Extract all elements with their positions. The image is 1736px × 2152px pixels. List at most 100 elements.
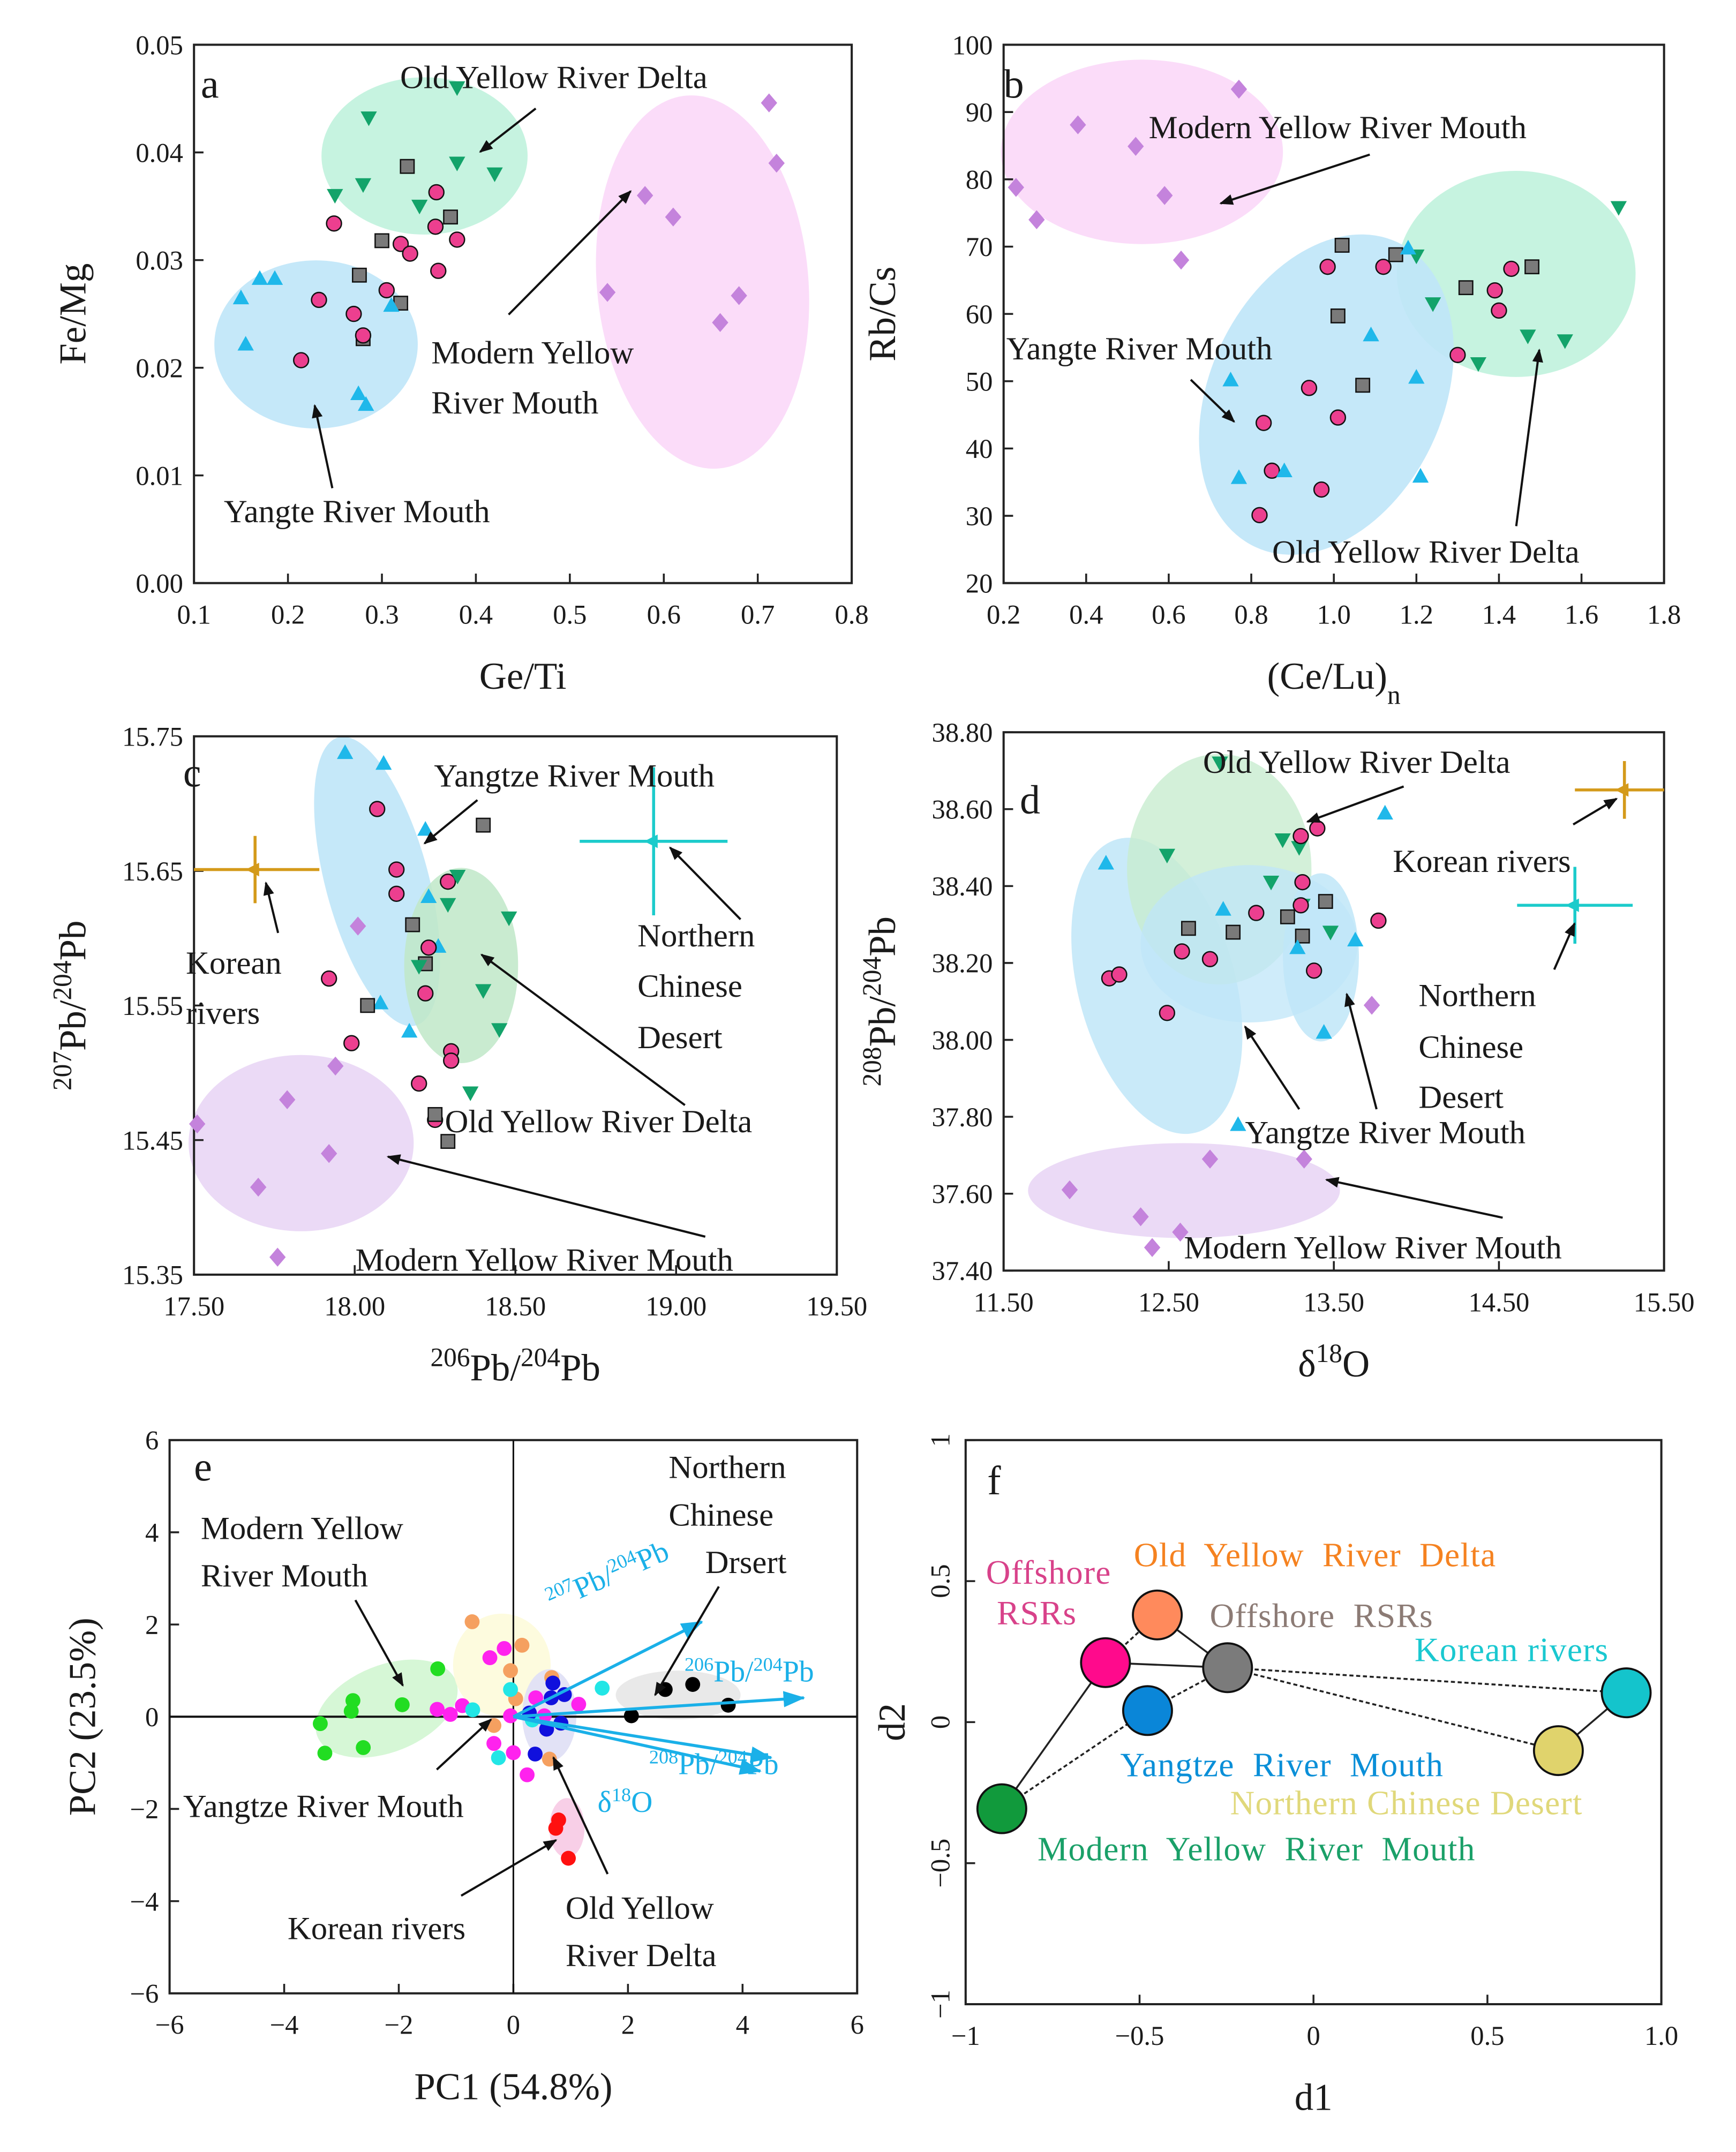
panel-letter-d: d bbox=[1020, 778, 1040, 823]
x-tick-label: 6 bbox=[851, 2010, 864, 2040]
y-tick-label: 30 bbox=[966, 501, 993, 531]
point-offshore-rsrs-square- bbox=[360, 998, 375, 1013]
node-korean bbox=[1600, 1667, 1652, 1719]
node-offshore_pink bbox=[1080, 1637, 1131, 1688]
y-axis-label: Rb/Cs bbox=[862, 266, 904, 361]
point-yangtze-river-mouth bbox=[1222, 372, 1239, 387]
y-axis-label: 207Pb/204Pb bbox=[47, 921, 94, 1091]
x-tick-label: 11.50 bbox=[974, 1287, 1034, 1317]
point-offshore-rsrs bbox=[497, 1641, 512, 1656]
label-old-2: River Delta bbox=[566, 1938, 717, 1974]
label-old-delta: Old Yellow River Delta bbox=[1272, 535, 1580, 570]
point-yangtze-river-mouth bbox=[337, 744, 354, 759]
point-yangtze-river-mouth bbox=[1363, 326, 1379, 342]
x-tick-label: 0.6 bbox=[647, 600, 681, 630]
point-offshore-rsrs-circle- bbox=[430, 262, 447, 279]
node-ncd bbox=[1532, 1725, 1584, 1777]
y-tick-label: 0.01 bbox=[136, 461, 183, 491]
label-modern: Modern Yellow River Mouth bbox=[1038, 1831, 1476, 1868]
panel-b-axes: 0.2 0.4 0.6 0.8 1.0 1.2 1.4 1.6 1.8 20 30 40 50 60 70 8… bbox=[862, 30, 1681, 709]
point-offshore-rsrs-circle- bbox=[321, 970, 337, 987]
point-offshore-rsrs-square- bbox=[1388, 247, 1403, 262]
y-tick-label: 15.45 bbox=[122, 1125, 183, 1155]
point-offshore-rsrs-circle- bbox=[1159, 1005, 1176, 1021]
point-offshore-rsrs-circle- bbox=[449, 231, 465, 248]
x-tick-label: 19.50 bbox=[806, 1291, 867, 1321]
point-old-yellow-river-delta bbox=[1291, 841, 1307, 856]
y-tick-label: −0.5 bbox=[925, 1839, 955, 1888]
label-ncd-2: Chinese bbox=[668, 1497, 773, 1533]
point-modern-yellow-river-mouth bbox=[269, 1247, 286, 1267]
point-offshore-rsrs-square- bbox=[400, 159, 415, 174]
point-modern-yellow-river-mouth bbox=[317, 1745, 333, 1761]
y-tick-label: 0.05 bbox=[136, 30, 183, 60]
ellipse-modern-d bbox=[1028, 1143, 1340, 1238]
point-offshore-rsrs-circle- bbox=[417, 985, 434, 1002]
y-tick-label: 50 bbox=[966, 366, 993, 396]
node-yangtze bbox=[1122, 1685, 1173, 1736]
arrow bbox=[423, 799, 478, 845]
y-tick-label: 0.02 bbox=[136, 353, 183, 383]
y-tick-label: 15.35 bbox=[122, 1260, 183, 1290]
point-old-yellow-river-delta bbox=[1470, 357, 1487, 372]
label-korean-2: rivers bbox=[186, 996, 260, 1032]
point-offshore-rsrs-blue- bbox=[545, 1675, 561, 1691]
y-tick-label: 0 bbox=[145, 1702, 159, 1732]
x-tick-label: 17.50 bbox=[163, 1291, 224, 1321]
point-modern-yellow-river-mouth bbox=[768, 153, 785, 173]
arrow bbox=[1306, 785, 1404, 823]
x-tick-label: −2 bbox=[385, 2010, 414, 2040]
point-old-yellow-river-delta bbox=[1159, 848, 1176, 864]
label-modern: Modern Yellow River Mouth bbox=[355, 1242, 733, 1278]
arrow bbox=[1553, 922, 1576, 970]
point-yangtze-river-mouth bbox=[350, 385, 367, 401]
x-tick-label: 1.4 bbox=[1482, 600, 1516, 630]
y-tick-label: 60 bbox=[966, 299, 993, 329]
point-offshore-rsrs-circle- bbox=[411, 1075, 427, 1092]
point-northern-chinese-desert bbox=[623, 1708, 639, 1724]
y-tick-label: −1 bbox=[925, 1990, 955, 2019]
arrow bbox=[1244, 1025, 1301, 1110]
label-old-delta: Old Yellow River Delta bbox=[1203, 744, 1510, 780]
point-offshore-rsrs-square- bbox=[351, 267, 367, 283]
point-modern-yellow-river-mouth bbox=[731, 286, 747, 305]
x-tick-label: 0.6 bbox=[1152, 600, 1185, 630]
point-offshore-rsrs-square- bbox=[1330, 308, 1346, 323]
point-offshore-rsrs-square- bbox=[440, 1134, 456, 1149]
point-modern-yellow-river-mouth bbox=[637, 186, 653, 205]
point-northern-chinese-desert bbox=[657, 1682, 673, 1697]
point-yangtze-river-mouth bbox=[420, 888, 437, 903]
point-offshore-rsrs-circle- bbox=[369, 801, 386, 817]
label-modern-1: Modern Yellow bbox=[431, 335, 634, 371]
point-offshore-rsrs-circle- bbox=[1309, 820, 1326, 837]
point-korean-rivers bbox=[561, 1850, 576, 1866]
point-korean-rivers bbox=[245, 862, 259, 877]
loading-arrow bbox=[513, 1715, 773, 1763]
x-axis-label: δ18O bbox=[1298, 1338, 1370, 1385]
point-offshore-rsrs-circle- bbox=[1292, 897, 1309, 914]
point-modern-yellow-river-mouth bbox=[1156, 186, 1173, 205]
point-yangtze-river-mouth bbox=[491, 1750, 506, 1765]
label-modern-2: River Mouth bbox=[431, 385, 598, 421]
y-tick-label: 37.40 bbox=[932, 1256, 993, 1286]
x-axis-label: d1 bbox=[1295, 2077, 1333, 2119]
annotations-f: Offshore RSRs Old Yellow River Delta Off… bbox=[986, 1536, 1608, 1868]
arrow bbox=[1190, 379, 1235, 423]
point-offshore-rsrs-circle- bbox=[343, 1035, 360, 1051]
x-tick-label: −1 bbox=[951, 2021, 980, 2051]
x-tick-label: 18.50 bbox=[485, 1291, 546, 1321]
point-offshore-rsrs-circle- bbox=[292, 352, 310, 368]
point-offshore-rsrs bbox=[520, 1767, 535, 1782]
panel-a-axes: 0.1 0.2 0.3 0.4 0.5 0.6 0.7 0.8 0.00 0.01 0.02 0.03… bbox=[52, 30, 869, 697]
arrow bbox=[479, 107, 537, 153]
arrow bbox=[354, 1599, 404, 1687]
ellipse-modern-a bbox=[596, 95, 809, 469]
y-tick-label: 38.00 bbox=[932, 1025, 993, 1055]
point-offshore-rsrs-circle- bbox=[378, 282, 395, 299]
node-offshore_grey bbox=[1202, 1642, 1253, 1694]
point-old-yellow-river-delta bbox=[1262, 876, 1280, 891]
label-korean: Korean rivers bbox=[1393, 844, 1570, 879]
point-offshore-rsrs bbox=[430, 1702, 445, 1717]
link-dotted bbox=[1227, 1667, 1559, 1752]
panel-f-axes: −1 −0.5 0 0.5 1.0 −1 −0.5 0 0.5 1 d1 d2 bbox=[871, 1433, 1678, 2118]
